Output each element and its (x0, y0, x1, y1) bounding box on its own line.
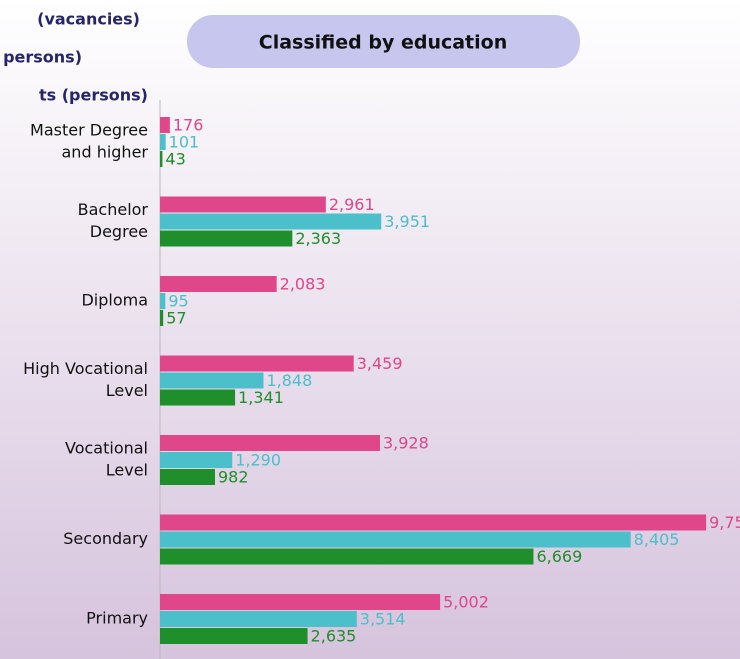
bar (160, 213, 382, 230)
category-label: Level (106, 381, 148, 400)
category-label: Level (106, 461, 148, 480)
bar (160, 196, 326, 213)
value-label: 5,002 (443, 593, 489, 612)
value-label: 2,961 (329, 195, 375, 214)
bar (160, 452, 233, 468)
value-label: 3,514 (360, 610, 406, 629)
value-label: 1,341 (238, 388, 284, 407)
value-label: 8,405 (634, 530, 680, 549)
value-label: 3,951 (384, 212, 430, 231)
bar (160, 310, 164, 326)
value-label: 9,752 (709, 513, 740, 532)
category-label: Diploma (81, 291, 148, 310)
bar (160, 594, 441, 610)
bar (160, 276, 277, 292)
category-label: and higher (62, 143, 149, 162)
category-label: High Vocational (23, 359, 148, 378)
bar (160, 611, 357, 627)
bar (160, 117, 170, 133)
legend-label: (vacancies) (37, 10, 140, 29)
value-label: 3,928 (383, 434, 429, 453)
value-label: 101 (169, 133, 200, 152)
value-label: 2,083 (280, 275, 326, 294)
bar (160, 548, 534, 565)
bar (160, 293, 166, 309)
bar (160, 372, 264, 389)
title-box (187, 15, 580, 68)
category-label: Bachelor (78, 200, 149, 219)
bar (160, 514, 707, 531)
bar (160, 355, 354, 372)
value-label: 982 (218, 468, 249, 487)
bar (160, 435, 380, 451)
category-label: Degree (90, 222, 148, 241)
chart-title: Classified by education (259, 32, 507, 54)
bar (160, 230, 293, 247)
bar (160, 134, 166, 150)
legend-label: persons) (3, 48, 82, 67)
legend-label: ts (persons) (39, 86, 148, 105)
value-label: 43 (165, 150, 185, 169)
category-label: Master Degree (30, 121, 148, 140)
value-label: 3,459 (357, 354, 403, 373)
bar (160, 389, 236, 406)
value-label: 6,669 (536, 547, 582, 566)
bar (160, 628, 308, 644)
category-label: Vocational (65, 439, 148, 458)
category-label: Secondary (63, 529, 148, 548)
value-label: 176 (173, 116, 204, 135)
value-label: 57 (166, 309, 186, 328)
value-label: 1,290 (235, 451, 281, 470)
value-label: 95 (168, 292, 188, 311)
bar (160, 531, 631, 548)
category-label: Primary (86, 609, 148, 628)
bar (160, 151, 163, 167)
value-label: 1,848 (266, 371, 312, 390)
value-label: 2,363 (295, 229, 341, 248)
value-label: 2,635 (311, 627, 357, 646)
bar (160, 469, 215, 485)
